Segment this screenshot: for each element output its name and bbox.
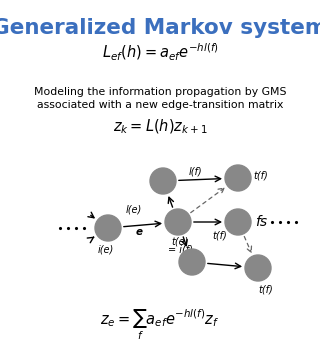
Circle shape bbox=[150, 168, 176, 194]
Text: t(f): t(f) bbox=[212, 230, 227, 240]
Text: i(e): i(e) bbox=[98, 244, 114, 254]
Circle shape bbox=[225, 209, 251, 235]
Circle shape bbox=[225, 165, 251, 191]
Text: t(e): t(e) bbox=[171, 236, 189, 246]
Circle shape bbox=[95, 215, 121, 241]
Circle shape bbox=[245, 255, 271, 281]
Circle shape bbox=[165, 209, 191, 235]
Circle shape bbox=[179, 249, 205, 275]
Text: t(f): t(f) bbox=[253, 170, 268, 180]
Text: Generalized Markov system: Generalized Markov system bbox=[0, 18, 320, 38]
Text: associated with a new edge-transition matrix: associated with a new edge-transition ma… bbox=[37, 100, 283, 110]
Text: e: e bbox=[135, 227, 142, 237]
Text: $L_{ef}(h) = a_{ef}e^{-hl(f)}$: $L_{ef}(h) = a_{ef}e^{-hl(f)}$ bbox=[102, 42, 218, 63]
Text: l(f): l(f) bbox=[188, 167, 202, 177]
Text: fs: fs bbox=[255, 215, 267, 229]
Text: $z_e = \sum_{f} a_{ef}e^{-hl(f)}z_f$: $z_e = \sum_{f} a_{ef}e^{-hl(f)}z_f$ bbox=[100, 308, 220, 342]
Text: t(f): t(f) bbox=[259, 284, 273, 294]
Text: $z_k = L(h)z_{k+1}$: $z_k = L(h)z_{k+1}$ bbox=[113, 118, 207, 136]
Text: = i(f): = i(f) bbox=[168, 245, 192, 255]
Text: l(e): l(e) bbox=[126, 204, 142, 214]
Text: Modeling the information propagation by GMS: Modeling the information propagation by … bbox=[34, 87, 286, 97]
